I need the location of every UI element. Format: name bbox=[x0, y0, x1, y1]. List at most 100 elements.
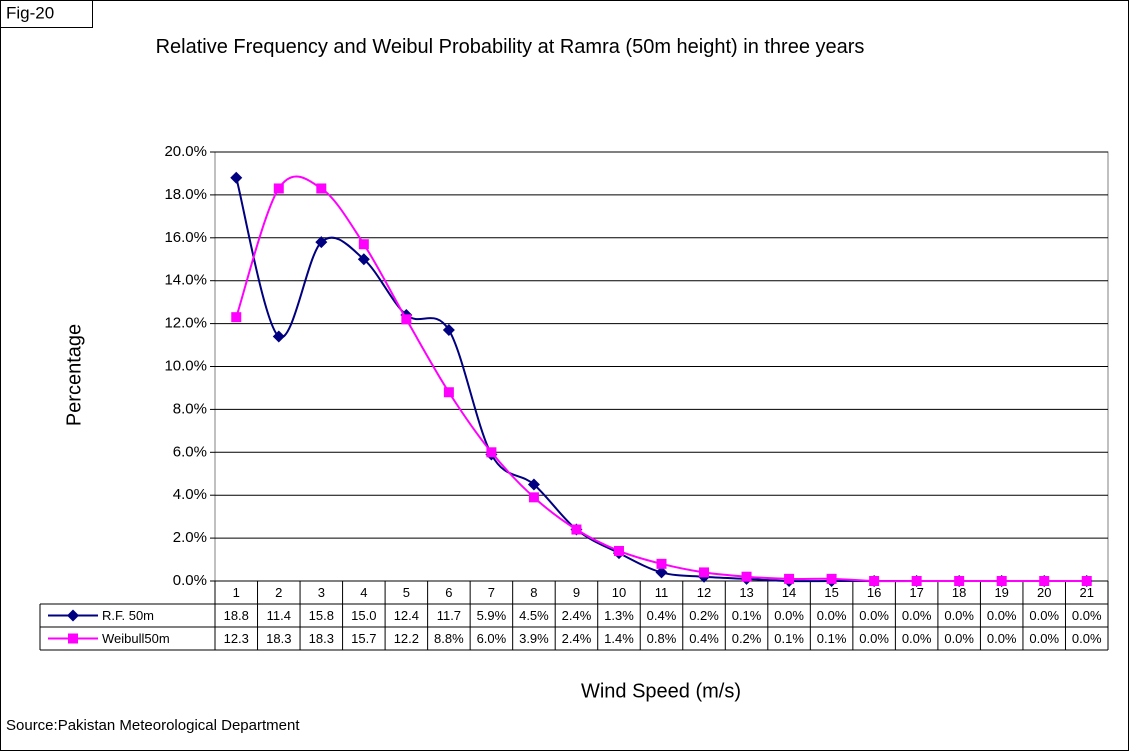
marker bbox=[67, 609, 79, 622]
x-tick-label: 19 bbox=[994, 585, 1008, 600]
marker bbox=[699, 567, 710, 578]
marker bbox=[527, 478, 540, 491]
table-value: 1.4% bbox=[604, 631, 634, 646]
marker bbox=[571, 524, 582, 535]
x-tick-label: 20 bbox=[1037, 585, 1051, 600]
table-value: 0.0% bbox=[944, 631, 974, 646]
x-tick-label: 21 bbox=[1080, 585, 1094, 600]
marker bbox=[230, 171, 243, 184]
y-tick-label: 8.0% bbox=[173, 400, 207, 417]
y-tick-label: 12.0% bbox=[164, 315, 207, 332]
table-value: 0.0% bbox=[1072, 631, 1102, 646]
marker bbox=[613, 545, 624, 556]
marker bbox=[826, 573, 837, 584]
table-value: 0.0% bbox=[817, 608, 847, 623]
table-value: 0.2% bbox=[732, 631, 762, 646]
marker bbox=[954, 576, 965, 586]
x-tick-label: 3 bbox=[318, 585, 325, 600]
table-value: 15.7 bbox=[351, 631, 376, 646]
chart-title: Relative Frequency and Weibul Probabilit… bbox=[155, 36, 865, 58]
marker bbox=[273, 183, 284, 194]
marker bbox=[272, 330, 285, 343]
marker bbox=[655, 566, 668, 579]
legend-label: Weibull50m bbox=[102, 631, 170, 646]
x-tick-label: 13 bbox=[739, 585, 753, 600]
marker bbox=[443, 387, 454, 398]
table-value: 3.9% bbox=[519, 631, 549, 646]
marker bbox=[656, 558, 667, 569]
figure-label-box bbox=[0, 0, 93, 28]
table-value: 0.4% bbox=[689, 631, 719, 646]
marker bbox=[1081, 576, 1092, 586]
x-tick-label: 2 bbox=[275, 585, 282, 600]
y-tick-label: 20.0% bbox=[164, 143, 207, 160]
table-value: 0.0% bbox=[774, 608, 804, 623]
y-tick-label: 16.0% bbox=[164, 229, 207, 246]
marker bbox=[528, 492, 539, 503]
table-value: 11.7 bbox=[437, 608, 461, 623]
table-value: 0.0% bbox=[859, 608, 889, 623]
y-tick-label: 6.0% bbox=[173, 443, 207, 460]
table-value: 12.4 bbox=[394, 608, 419, 623]
y-tick-label: 18.0% bbox=[164, 186, 207, 203]
x-tick-label: 10 bbox=[612, 585, 626, 600]
marker bbox=[741, 571, 752, 582]
table-value: 2.4% bbox=[562, 608, 592, 623]
table-value: 12.2 bbox=[394, 631, 419, 646]
x-tick-label: 1 bbox=[233, 585, 240, 600]
x-tick-label: 12 bbox=[697, 585, 711, 600]
marker bbox=[1039, 576, 1050, 586]
marker bbox=[316, 183, 327, 194]
y-tick-label: 0.0% bbox=[173, 572, 207, 589]
x-axis-label: Wind Speed (m/s) bbox=[581, 680, 741, 702]
x-tick-label: 9 bbox=[573, 585, 580, 600]
table-value: 11.4 bbox=[267, 608, 291, 623]
marker bbox=[911, 576, 922, 586]
table-value: 8.8% bbox=[434, 631, 464, 646]
x-tick-label: 15 bbox=[824, 585, 838, 600]
table-value: 0.0% bbox=[1029, 608, 1059, 623]
x-tick-label: 8 bbox=[530, 585, 537, 600]
table-value: 0.0% bbox=[1029, 631, 1059, 646]
x-tick-label: 7 bbox=[488, 585, 495, 600]
table-value: 0.0% bbox=[902, 631, 932, 646]
table-value: 18.8 bbox=[224, 608, 249, 623]
table-value: 0.1% bbox=[817, 631, 847, 646]
table-value: 0.0% bbox=[902, 608, 932, 623]
x-tick-label: 14 bbox=[782, 585, 796, 600]
table-value: 2.4% bbox=[562, 631, 592, 646]
x-tick-label: 17 bbox=[909, 585, 923, 600]
table-value: 0.2% bbox=[689, 608, 719, 623]
figure-label: Fig-20 bbox=[6, 3, 54, 22]
marker bbox=[315, 236, 328, 249]
y-tick-label: 2.0% bbox=[173, 529, 207, 546]
table-value: 6.0% bbox=[477, 631, 507, 646]
marker bbox=[68, 633, 78, 644]
marker bbox=[784, 573, 795, 584]
table-value: 4.5% bbox=[519, 608, 549, 623]
marker bbox=[996, 576, 1007, 586]
x-tick-label: 11 bbox=[655, 585, 669, 600]
table-value: 0.0% bbox=[987, 631, 1017, 646]
table-value: 0.4% bbox=[647, 608, 677, 623]
table-value: 0.0% bbox=[944, 608, 974, 623]
table-value: 0.0% bbox=[1072, 608, 1102, 623]
x-tick-label: 16 bbox=[867, 585, 881, 600]
table-value: 1.3% bbox=[604, 608, 634, 623]
table-value: 12.3 bbox=[224, 631, 249, 646]
table-value: 0.1% bbox=[774, 631, 804, 646]
y-tick-label: 14.0% bbox=[164, 272, 207, 289]
table-value: 0.1% bbox=[732, 608, 762, 623]
table-value: 0.8% bbox=[647, 631, 677, 646]
table-value: 15.8 bbox=[309, 608, 334, 623]
x-tick-label: 5 bbox=[403, 585, 410, 600]
source: Source:Pakistan Meteorological Departmen… bbox=[6, 717, 300, 734]
marker bbox=[358, 239, 369, 250]
table-value: 18.3 bbox=[266, 631, 291, 646]
x-tick-label: 18 bbox=[952, 585, 966, 600]
table-value: 15.0 bbox=[351, 608, 376, 623]
marker bbox=[442, 324, 455, 337]
marker bbox=[869, 576, 880, 586]
